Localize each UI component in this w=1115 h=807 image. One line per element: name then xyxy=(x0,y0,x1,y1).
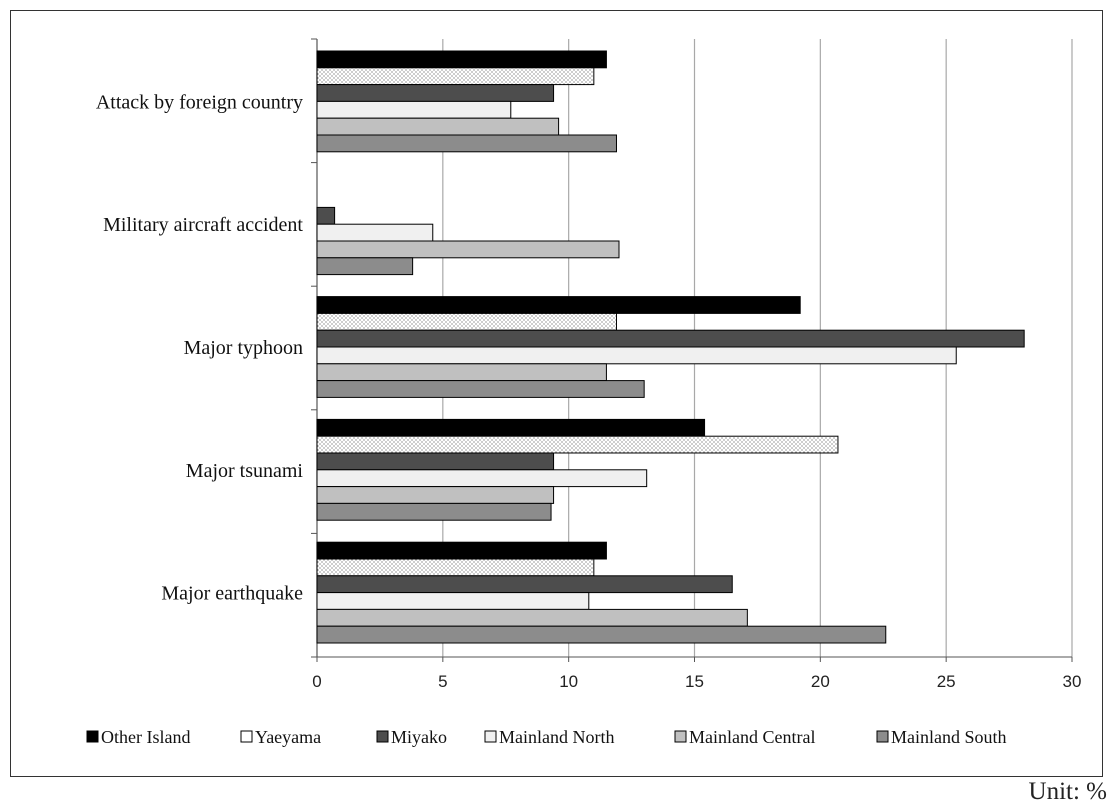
bar xyxy=(316,558,595,577)
category-label: Major typhoon xyxy=(184,337,303,359)
legend-swatch xyxy=(484,730,497,743)
bar xyxy=(316,380,645,398)
x-tick-label: 0 xyxy=(312,672,321,691)
bar xyxy=(316,486,555,504)
bar xyxy=(316,541,607,560)
bar xyxy=(316,296,801,314)
x-tick-label: 25 xyxy=(937,672,956,691)
bar xyxy=(316,469,648,488)
bar xyxy=(316,418,706,437)
bar xyxy=(316,346,957,365)
bar xyxy=(316,50,607,69)
bar xyxy=(316,206,336,225)
category-label: Major tsunami xyxy=(186,460,304,482)
legend-swatch xyxy=(86,730,99,743)
bar xyxy=(316,67,595,86)
bar xyxy=(316,452,555,471)
bar xyxy=(316,575,733,594)
legend-swatch xyxy=(674,730,687,743)
unit-label: Unit: % xyxy=(1028,778,1107,805)
legend-label: Mainland South xyxy=(891,727,1007,747)
bar xyxy=(316,257,414,276)
bar xyxy=(316,592,590,610)
x-tick-label: 10 xyxy=(559,672,578,691)
category-label: Major earthquake xyxy=(161,583,303,605)
bar xyxy=(316,240,620,259)
legend-swatch xyxy=(376,730,389,743)
x-tick-label: 30 xyxy=(1063,672,1082,691)
bar xyxy=(316,134,617,153)
legend-label: Other Island xyxy=(101,727,190,747)
bar xyxy=(316,312,617,331)
legend-label: Mainland North xyxy=(499,727,614,747)
chart-frame: 0 5 10 15 20 25 30 Attack by foreign country Mil… xyxy=(10,10,1103,777)
bar xyxy=(316,625,887,644)
bar xyxy=(316,435,839,454)
x-tick-label: 5 xyxy=(438,672,447,691)
bar xyxy=(316,117,560,136)
category-label: Military aircraft accident xyxy=(103,214,303,236)
legend-swatch xyxy=(876,730,889,743)
legend-label: Miyako xyxy=(391,727,447,747)
category-label: Attack by foreign country xyxy=(96,91,303,113)
bar xyxy=(316,363,607,382)
legend-label: Yaeyama xyxy=(255,727,321,747)
bar xyxy=(316,329,1025,348)
bar xyxy=(316,608,748,627)
bar xyxy=(316,223,434,242)
x-tick-label: 20 xyxy=(811,672,830,691)
legend-label: Mainland Central xyxy=(689,727,815,747)
bar xyxy=(316,100,512,119)
bar xyxy=(316,502,552,521)
x-tick-label: 15 xyxy=(685,672,704,691)
bar xyxy=(316,84,555,102)
legend-swatch xyxy=(240,730,253,743)
bar-chart: 0 5 10 15 20 25 30 Attack by foreign country Mil… xyxy=(86,38,1082,747)
